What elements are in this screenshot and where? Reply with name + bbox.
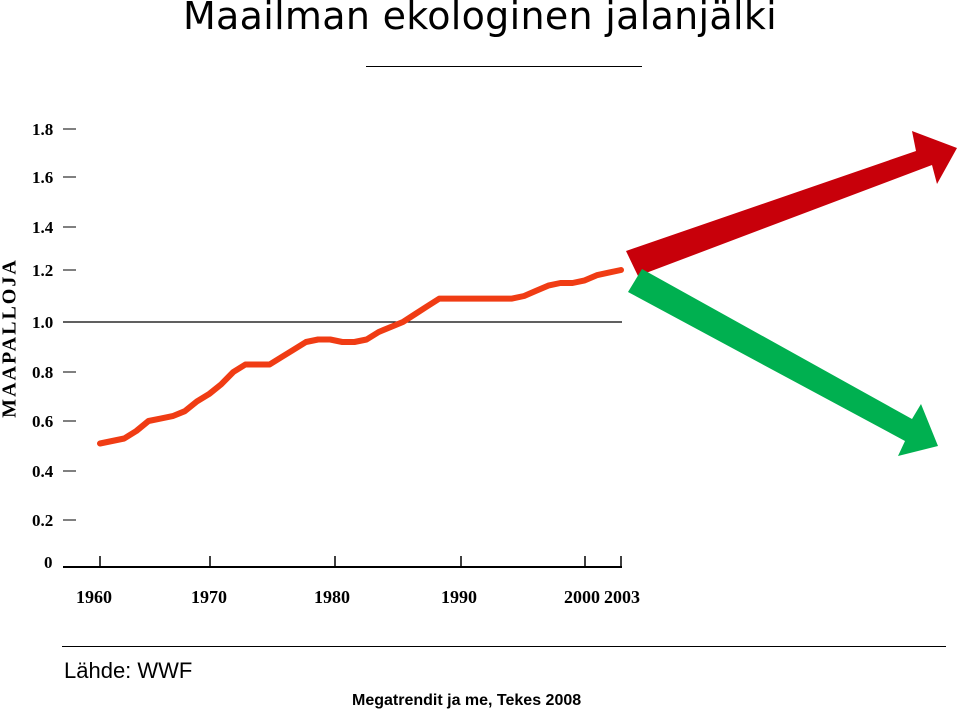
arrow-down-icon xyxy=(628,269,938,456)
title-underline xyxy=(366,66,642,67)
x-tick-label: 1990 xyxy=(441,587,477,607)
y-tick-label: 0.4 xyxy=(32,462,54,481)
y-tick-label: 0.2 xyxy=(32,511,53,530)
y-tick-label: 0.6 xyxy=(32,412,53,431)
x-tick-label: 1970 xyxy=(191,587,227,607)
y-tick-label: 1.8 xyxy=(32,120,53,139)
y-tick-label: 0.8 xyxy=(32,363,53,382)
x-tick-label: 1980 xyxy=(314,587,350,607)
footer-divider xyxy=(62,646,946,647)
y-tick-label: 1.6 xyxy=(32,168,53,187)
x-tick-label: 2003 xyxy=(604,587,640,607)
y-axis-label: MAAPALLOJA xyxy=(0,258,21,418)
x-tick-label: 2000 xyxy=(564,587,600,607)
y-tick-label: 1.2 xyxy=(32,261,53,280)
series-line xyxy=(97,267,624,447)
page-title: Maailman ekologinen jalanjälki xyxy=(182,0,778,38)
credit-text: Megatrendit ja me, Tekes 2008 xyxy=(352,692,582,709)
source-text: Lähde: WWF xyxy=(64,658,193,683)
y-tick-label: 0 xyxy=(44,553,53,572)
y-tick-label: 1.0 xyxy=(32,313,53,332)
y-tick-label: 1.4 xyxy=(32,218,54,237)
x-tick-label: 1960 xyxy=(76,587,112,607)
arrow-up-icon xyxy=(626,131,957,276)
